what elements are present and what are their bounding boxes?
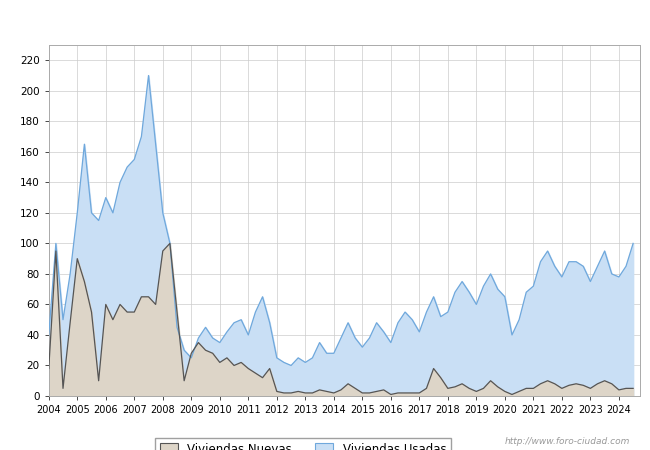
Legend: Viviendas Nuevas, Viviendas Usadas: Viviendas Nuevas, Viviendas Usadas xyxy=(155,438,451,450)
Text: http://www.foro-ciudad.com: http://www.foro-ciudad.com xyxy=(505,436,630,446)
Text: Cieza - Evolucion del Nº de Transacciones Inmobiliarias: Cieza - Evolucion del Nº de Transaccione… xyxy=(123,11,527,26)
